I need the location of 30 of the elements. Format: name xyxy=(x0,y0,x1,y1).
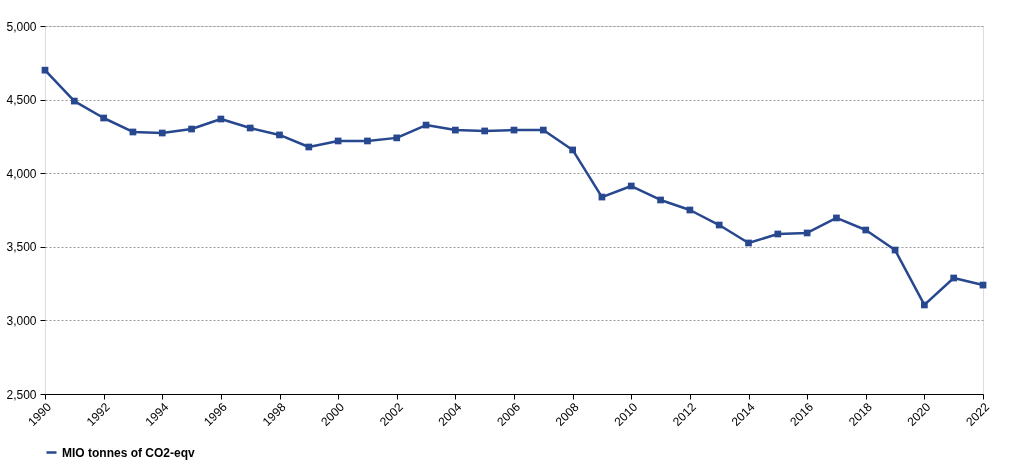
point xyxy=(364,137,371,145)
point xyxy=(393,134,401,142)
point xyxy=(481,127,489,135)
point xyxy=(158,129,166,137)
point xyxy=(188,125,195,133)
y-tick-label: 2,500 xyxy=(6,387,37,402)
point xyxy=(100,114,107,122)
y-tick-label: 3,500 xyxy=(6,240,37,255)
y-tick-label: 4,500 xyxy=(6,93,37,108)
point xyxy=(276,131,283,139)
y-tick-label: 5,000 xyxy=(6,19,37,34)
legend-label: MIO tonnes of CO2-eqv xyxy=(62,445,195,460)
point xyxy=(70,97,78,105)
point xyxy=(715,221,723,229)
point xyxy=(774,230,782,238)
point xyxy=(246,124,254,132)
point xyxy=(833,214,840,222)
point xyxy=(627,182,635,190)
point xyxy=(539,126,547,134)
point xyxy=(41,66,49,74)
point xyxy=(921,301,928,309)
y-tick-label: 3,000 xyxy=(6,313,37,328)
point xyxy=(745,239,752,247)
point xyxy=(950,274,958,282)
point xyxy=(305,143,313,151)
point xyxy=(657,196,664,204)
y-tick-label: 4,000 xyxy=(6,166,37,181)
point xyxy=(862,226,870,234)
point xyxy=(452,126,459,134)
point xyxy=(569,146,576,154)
